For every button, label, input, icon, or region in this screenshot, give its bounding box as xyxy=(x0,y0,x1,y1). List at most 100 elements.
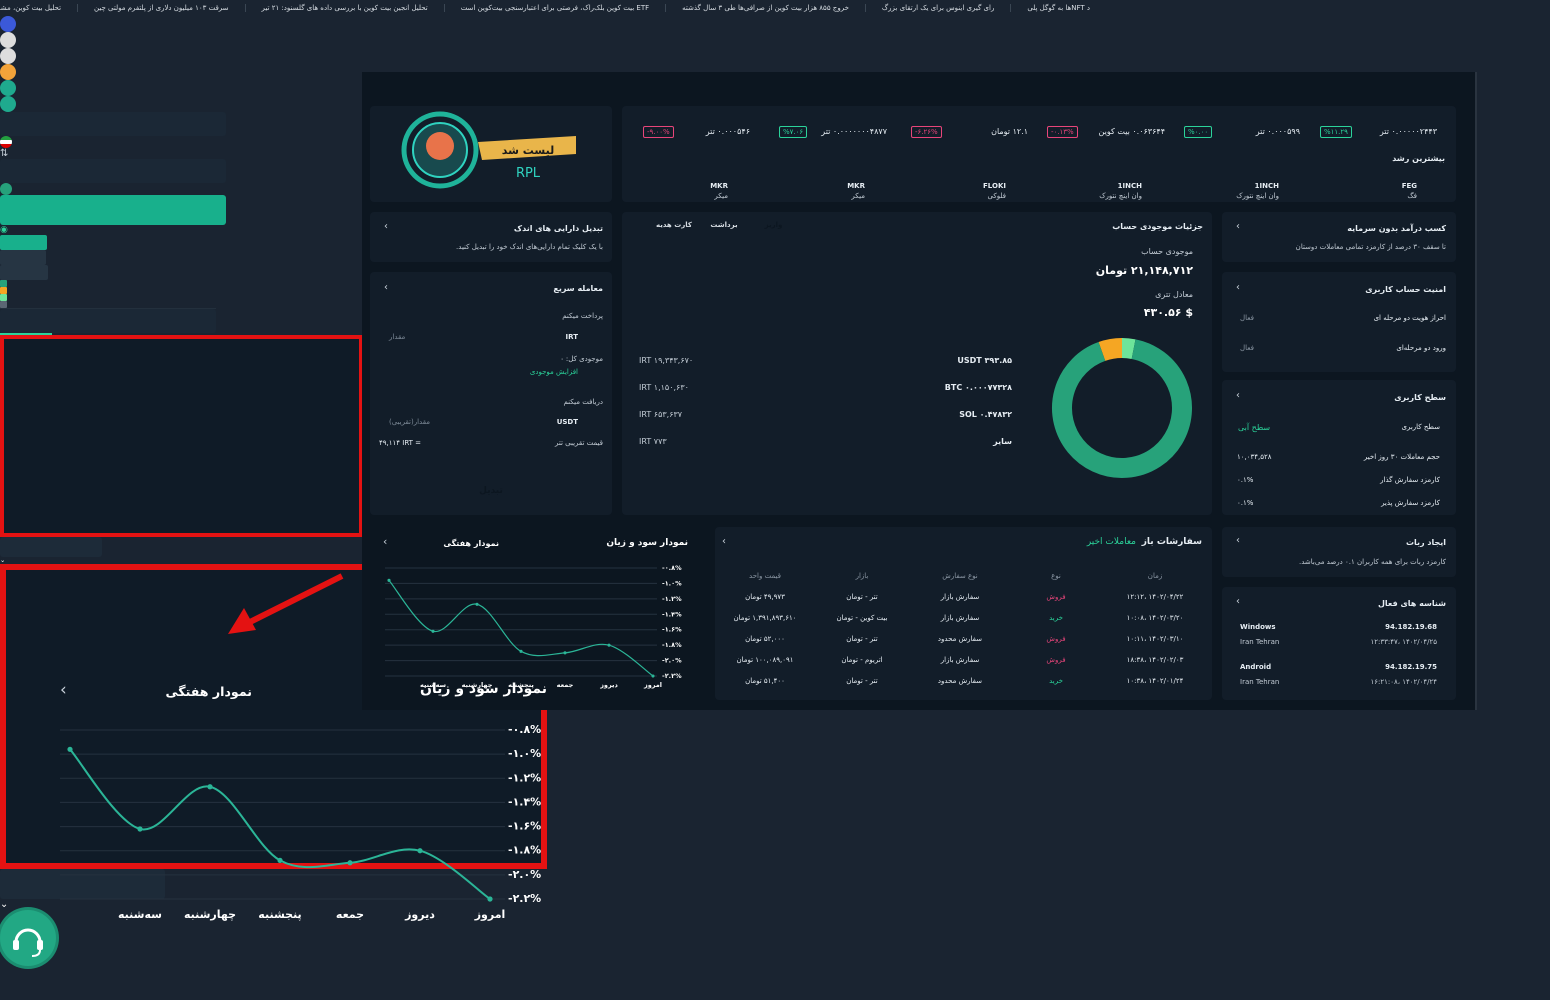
coin-name: میکر xyxy=(851,192,865,200)
coin-symbol: MKR xyxy=(710,182,728,190)
security-card xyxy=(1222,272,1456,372)
table-cell: ۵۲,۰۰۰ تومان xyxy=(745,635,785,643)
level-row-value: ۰.۱% xyxy=(1237,499,1254,507)
card-text: با یک کلیک تمام دارایی‌های اندک خود را ت… xyxy=(456,243,603,251)
setting-label: ورود دو مرحله‌ای xyxy=(1396,344,1446,352)
chevron[interactable]: ‹ xyxy=(722,536,726,547)
tab-active[interactable]: معاملات اخیر xyxy=(1086,537,1136,547)
tab-button[interactable] xyxy=(0,235,47,250)
deposit-link: افزایش موجودی xyxy=(529,368,578,376)
setting-status: فعال xyxy=(1240,344,1254,352)
news-item[interactable]: رای گیری اینوس برای یک ارتقای بزرگ xyxy=(864,4,994,12)
news-item[interactable]: تحلیل بیت کوین، مشاهده نمودار و آخرین تح… xyxy=(0,4,61,12)
coin-name: وان اینچ نتورک xyxy=(1236,192,1279,200)
coin-price: ۰.۰۶۳۶۴۴ بیت کوین xyxy=(1098,127,1165,136)
support-button[interactable] xyxy=(0,910,56,966)
eye-icon: ◉ xyxy=(0,225,8,235)
coin-price: ۰.۰۰۰۵۹۹ تتر xyxy=(1255,127,1300,136)
listing-badge: لیست شد xyxy=(501,144,555,157)
table-cell: خرید xyxy=(1049,614,1063,622)
holding-name: سایر xyxy=(993,437,1012,446)
table-cell: اتریوم - تومان xyxy=(841,656,883,664)
legend-swatch xyxy=(0,301,7,308)
news-item[interactable]: ETF بیت کوین بلک‌راک، فرصتی برای اعتبارس… xyxy=(443,4,649,12)
session-city: Iran Tehran xyxy=(1240,678,1280,686)
table-cell: سفارش بازار xyxy=(940,614,980,622)
price-change: %۷.۰۶ xyxy=(779,126,808,139)
session-ip: 94.182.19.68 xyxy=(1385,623,1437,631)
level-row-label: کارمزد سفارش گذار xyxy=(1380,476,1440,484)
convert-button[interactable] xyxy=(0,195,226,225)
bot-card xyxy=(1222,527,1456,577)
chevron[interactable]: ‹ xyxy=(1236,596,1240,607)
currency: IRT xyxy=(565,333,578,341)
card-text: کارمزد ربات برای همه کاربران ۰.۱ درصد می… xyxy=(1299,558,1446,566)
legend-swatch xyxy=(0,294,7,301)
card-title: امنیت حساب کاربری xyxy=(1365,285,1446,294)
coin-name: میکر xyxy=(714,192,728,200)
coin-logo xyxy=(0,80,16,96)
tab-button[interactable] xyxy=(0,250,46,265)
chevron[interactable]: ‹ xyxy=(383,535,388,548)
holdings-donut xyxy=(1052,338,1192,478)
field-label: پرداخت میکنم xyxy=(562,312,603,320)
table-header: قیمت واحد xyxy=(749,572,781,580)
table-cell: ۱۰۰,۰۸۹,۰۹۱ تومان xyxy=(736,656,794,664)
currency: USDT xyxy=(556,418,578,426)
news-item[interactable]: سرقت ۱۰۳ میلیون دلاری از پلتفرم مولتی چی… xyxy=(77,4,229,12)
news-ticker: د NFTها به گوگل پلی رای گیری اینوس برای ی… xyxy=(0,0,1090,16)
ring xyxy=(401,111,479,189)
amount-input[interactable] xyxy=(0,159,226,183)
price-change: -۹.۰۰% xyxy=(643,126,674,139)
quick-trade-card xyxy=(370,272,612,515)
chevron[interactable]: ‹ xyxy=(1236,535,1240,546)
session-ip: 94.182.19.75 xyxy=(1385,663,1437,671)
card-title: کسب درآمد بدون سرمایه xyxy=(1347,224,1446,233)
arrow-line xyxy=(244,573,344,627)
donut-segment xyxy=(1121,338,1136,359)
flag-icon xyxy=(0,136,12,148)
holding-name: ۰.۴۷۸۳۲ SOL xyxy=(959,410,1012,419)
tab-button[interactable] xyxy=(0,265,48,280)
news-item[interactable]: د NFTها به گوگل پلی xyxy=(1010,4,1090,12)
coin-logo xyxy=(0,96,16,112)
chevron[interactable]: ‹ xyxy=(1236,390,1240,401)
chevron[interactable]: ‹ xyxy=(1236,221,1240,232)
table-cell: سفارش بازار xyxy=(940,593,980,601)
donut-segment xyxy=(1052,339,1192,478)
table-cell: تتر - تومان xyxy=(846,593,878,601)
table-cell: سفارش محدود xyxy=(937,635,983,643)
chevron[interactable]: ‹ xyxy=(384,282,388,293)
level-box xyxy=(0,309,216,333)
coin-logo xyxy=(0,16,16,32)
separator xyxy=(0,308,216,309)
table-cell: ۱۴۰۲/۰۱/۲۴ ،۱۰:۳۸ xyxy=(1126,677,1184,685)
session-os: Android xyxy=(1240,663,1272,671)
table-header: بازار xyxy=(855,572,869,580)
chevron[interactable]: ‹ xyxy=(1236,282,1240,293)
table-cell: بیت کوین - تومان xyxy=(836,614,888,622)
table-cell: سفارش بازار xyxy=(940,656,980,664)
tab-label: کارت هدیه xyxy=(656,221,692,229)
chart-title: نمودار سود و زیان xyxy=(419,681,547,697)
coin-symbol: FEG xyxy=(1401,182,1417,190)
news-item[interactable]: خروج ۸۵۵ هزار بیت کوین از صرافی‌ها طی ۳ … xyxy=(665,4,849,12)
dropdown-caret: ⌄ xyxy=(0,557,6,564)
balance-value: ۲۱,۱۴۸,۷۱۲ تومان xyxy=(1095,264,1193,277)
card-title: سطح کاربری xyxy=(1394,393,1446,402)
chevron[interactable]: ‹ xyxy=(60,679,67,699)
coin-logo xyxy=(0,64,16,80)
level-card xyxy=(1222,380,1456,515)
card-text: تا سقف ۳۰ درصد از کارمزد تمامی معاملات د… xyxy=(1295,243,1446,251)
period-select[interactable] xyxy=(0,537,102,557)
setting-status: فعال xyxy=(1240,314,1254,322)
sessions-card xyxy=(1222,587,1456,700)
swap-icon[interactable]: ⇅ xyxy=(0,148,9,159)
chevron[interactable]: ‹ xyxy=(384,221,388,232)
news-item[interactable]: تحلیل انجین بیت کوین با بررسی داده های گ… xyxy=(244,4,428,12)
tab[interactable]: سفارشات باز xyxy=(1141,537,1202,547)
period-label: نمودار هفتگی xyxy=(443,537,499,548)
amount-input[interactable] xyxy=(0,112,226,136)
headset-icon xyxy=(13,928,43,957)
